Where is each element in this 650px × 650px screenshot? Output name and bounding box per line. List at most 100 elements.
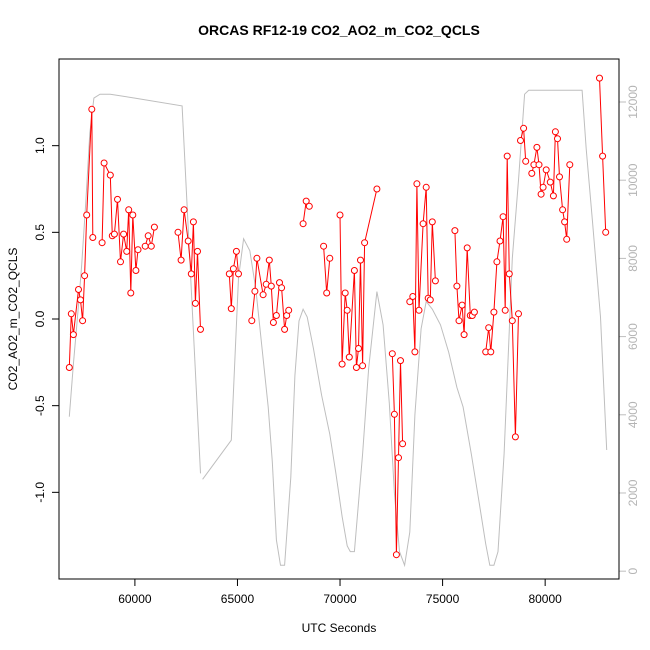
co2-point bbox=[422, 183, 430, 191]
co2-point bbox=[453, 282, 461, 290]
co2-point bbox=[415, 306, 423, 314]
co2-line bbox=[323, 246, 331, 294]
y-tick-label: -1.0 bbox=[33, 482, 47, 503]
co2-point bbox=[251, 287, 259, 295]
co2-point bbox=[352, 364, 360, 371]
co2-point bbox=[496, 237, 504, 245]
co2-point bbox=[561, 218, 569, 226]
x-axis-label: UTC Seconds bbox=[302, 621, 377, 635]
co2-line bbox=[177, 209, 201, 330]
co2-point bbox=[406, 298, 414, 306]
co2-line bbox=[339, 188, 378, 368]
co2-point bbox=[69, 331, 77, 339]
y2-tick-label: 8000 bbox=[626, 245, 640, 272]
co2-point bbox=[305, 202, 313, 210]
co2-point bbox=[602, 228, 610, 236]
co2-line bbox=[391, 353, 404, 555]
co2-line bbox=[485, 156, 519, 437]
co2-point bbox=[503, 152, 511, 160]
co2-point bbox=[194, 247, 201, 255]
y2-tick-label: 10000 bbox=[626, 163, 640, 197]
co2-line bbox=[251, 258, 290, 330]
co2-point bbox=[546, 178, 554, 186]
co2-point bbox=[100, 159, 108, 167]
co2-point bbox=[232, 247, 240, 255]
co2-point bbox=[390, 410, 398, 418]
co2-point bbox=[326, 254, 334, 262]
co2-point bbox=[426, 296, 434, 304]
co2-point bbox=[419, 220, 427, 228]
co2-series bbox=[65, 74, 610, 559]
co2-point bbox=[357, 256, 364, 264]
axes: 60000 65000 70000 75000 80000-1.0-0.50.00.51… bbox=[33, 85, 640, 606]
co2-point bbox=[117, 258, 124, 266]
co2-point bbox=[89, 234, 97, 241]
co2-point bbox=[563, 235, 571, 243]
co2-point bbox=[191, 299, 199, 307]
co2-point bbox=[528, 169, 536, 177]
x-tick-label: 60000 bbox=[118, 592, 152, 606]
co2-point bbox=[485, 324, 493, 332]
co2-point bbox=[259, 291, 267, 299]
co2-point bbox=[269, 319, 277, 326]
co2-point bbox=[285, 306, 293, 314]
co2-point bbox=[83, 211, 91, 219]
y-tick-label: 0.5 bbox=[33, 224, 47, 241]
co2-point bbox=[533, 143, 541, 151]
co2-point bbox=[343, 306, 351, 314]
co2-point bbox=[177, 256, 185, 264]
co2-point bbox=[499, 213, 507, 221]
co2-point bbox=[539, 183, 547, 191]
co2-point bbox=[174, 228, 182, 236]
altitude-line bbox=[68, 93, 201, 474]
co2-point bbox=[123, 247, 131, 255]
x-tick-label: 65000 bbox=[221, 592, 255, 606]
co2-point bbox=[132, 267, 140, 274]
co2-point bbox=[281, 325, 289, 333]
co2-point bbox=[338, 360, 346, 368]
x-tick-label: 70000 bbox=[323, 592, 357, 606]
co2-point bbox=[225, 270, 233, 278]
co2-point bbox=[189, 218, 197, 226]
co2-point bbox=[144, 232, 152, 240]
co2-point bbox=[77, 296, 84, 304]
co2-point bbox=[79, 317, 87, 325]
co2-point bbox=[129, 211, 137, 219]
co2-point bbox=[361, 239, 369, 247]
co2-point bbox=[302, 197, 310, 205]
co2-point bbox=[522, 157, 530, 165]
co2-point bbox=[537, 190, 545, 198]
co2-point bbox=[599, 152, 607, 160]
co2-point bbox=[350, 267, 358, 274]
co2-point bbox=[409, 293, 417, 300]
y-tick-label: 1.0 bbox=[33, 137, 47, 154]
co2-point bbox=[106, 171, 114, 179]
co2-point bbox=[336, 211, 344, 219]
co2-point bbox=[487, 348, 495, 356]
co2-point bbox=[399, 440, 407, 448]
co2-point bbox=[88, 105, 96, 113]
co2-point bbox=[197, 325, 204, 333]
co2-point bbox=[515, 310, 522, 318]
co2-line bbox=[531, 131, 571, 240]
x-tick-label: 80000 bbox=[528, 592, 562, 606]
y-axis-label: CO2_AO2_m_CO2_QCLS bbox=[6, 248, 20, 391]
co2-point bbox=[134, 246, 142, 254]
co2-point bbox=[299, 220, 307, 228]
co2-point bbox=[554, 135, 561, 143]
co2-point bbox=[535, 161, 543, 169]
co2-point bbox=[413, 180, 421, 188]
co2-point bbox=[596, 74, 603, 82]
y-tick-label: 0.0 bbox=[33, 310, 47, 327]
x-tick-label: 75000 bbox=[426, 592, 460, 606]
co2-line bbox=[68, 109, 94, 368]
co2-point bbox=[508, 317, 516, 325]
co2-point bbox=[278, 284, 286, 292]
co2-point bbox=[470, 308, 478, 316]
co2-point bbox=[187, 270, 195, 278]
co2-point bbox=[114, 195, 121, 203]
y2-tick-label: 12000 bbox=[626, 85, 640, 119]
co2-point bbox=[323, 289, 331, 297]
co2-point bbox=[267, 282, 275, 290]
co2-point bbox=[81, 272, 89, 280]
